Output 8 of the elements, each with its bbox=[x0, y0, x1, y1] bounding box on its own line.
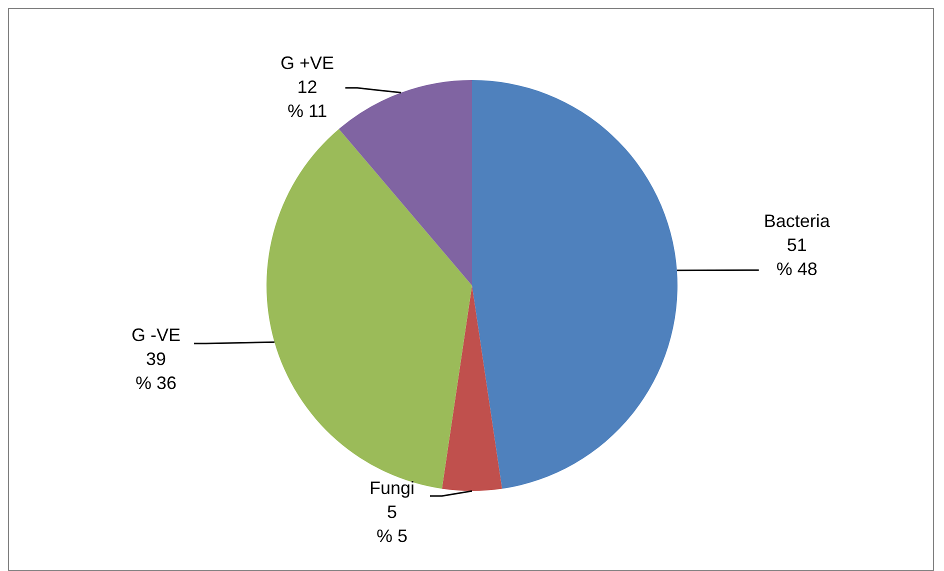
data-label: 51 % 48 bbox=[776, 235, 818, 280]
slice-label: G +VE bbox=[280, 52, 334, 73]
slice-label: G -VE bbox=[131, 325, 180, 346]
data-label: 39 % 36 bbox=[135, 349, 177, 394]
data-label: 12 % 11 bbox=[287, 76, 328, 121]
slice-label: Fungi bbox=[369, 478, 415, 498]
slice-label: Bacteria bbox=[764, 211, 831, 232]
data-label: 5 % 5 bbox=[376, 502, 408, 546]
